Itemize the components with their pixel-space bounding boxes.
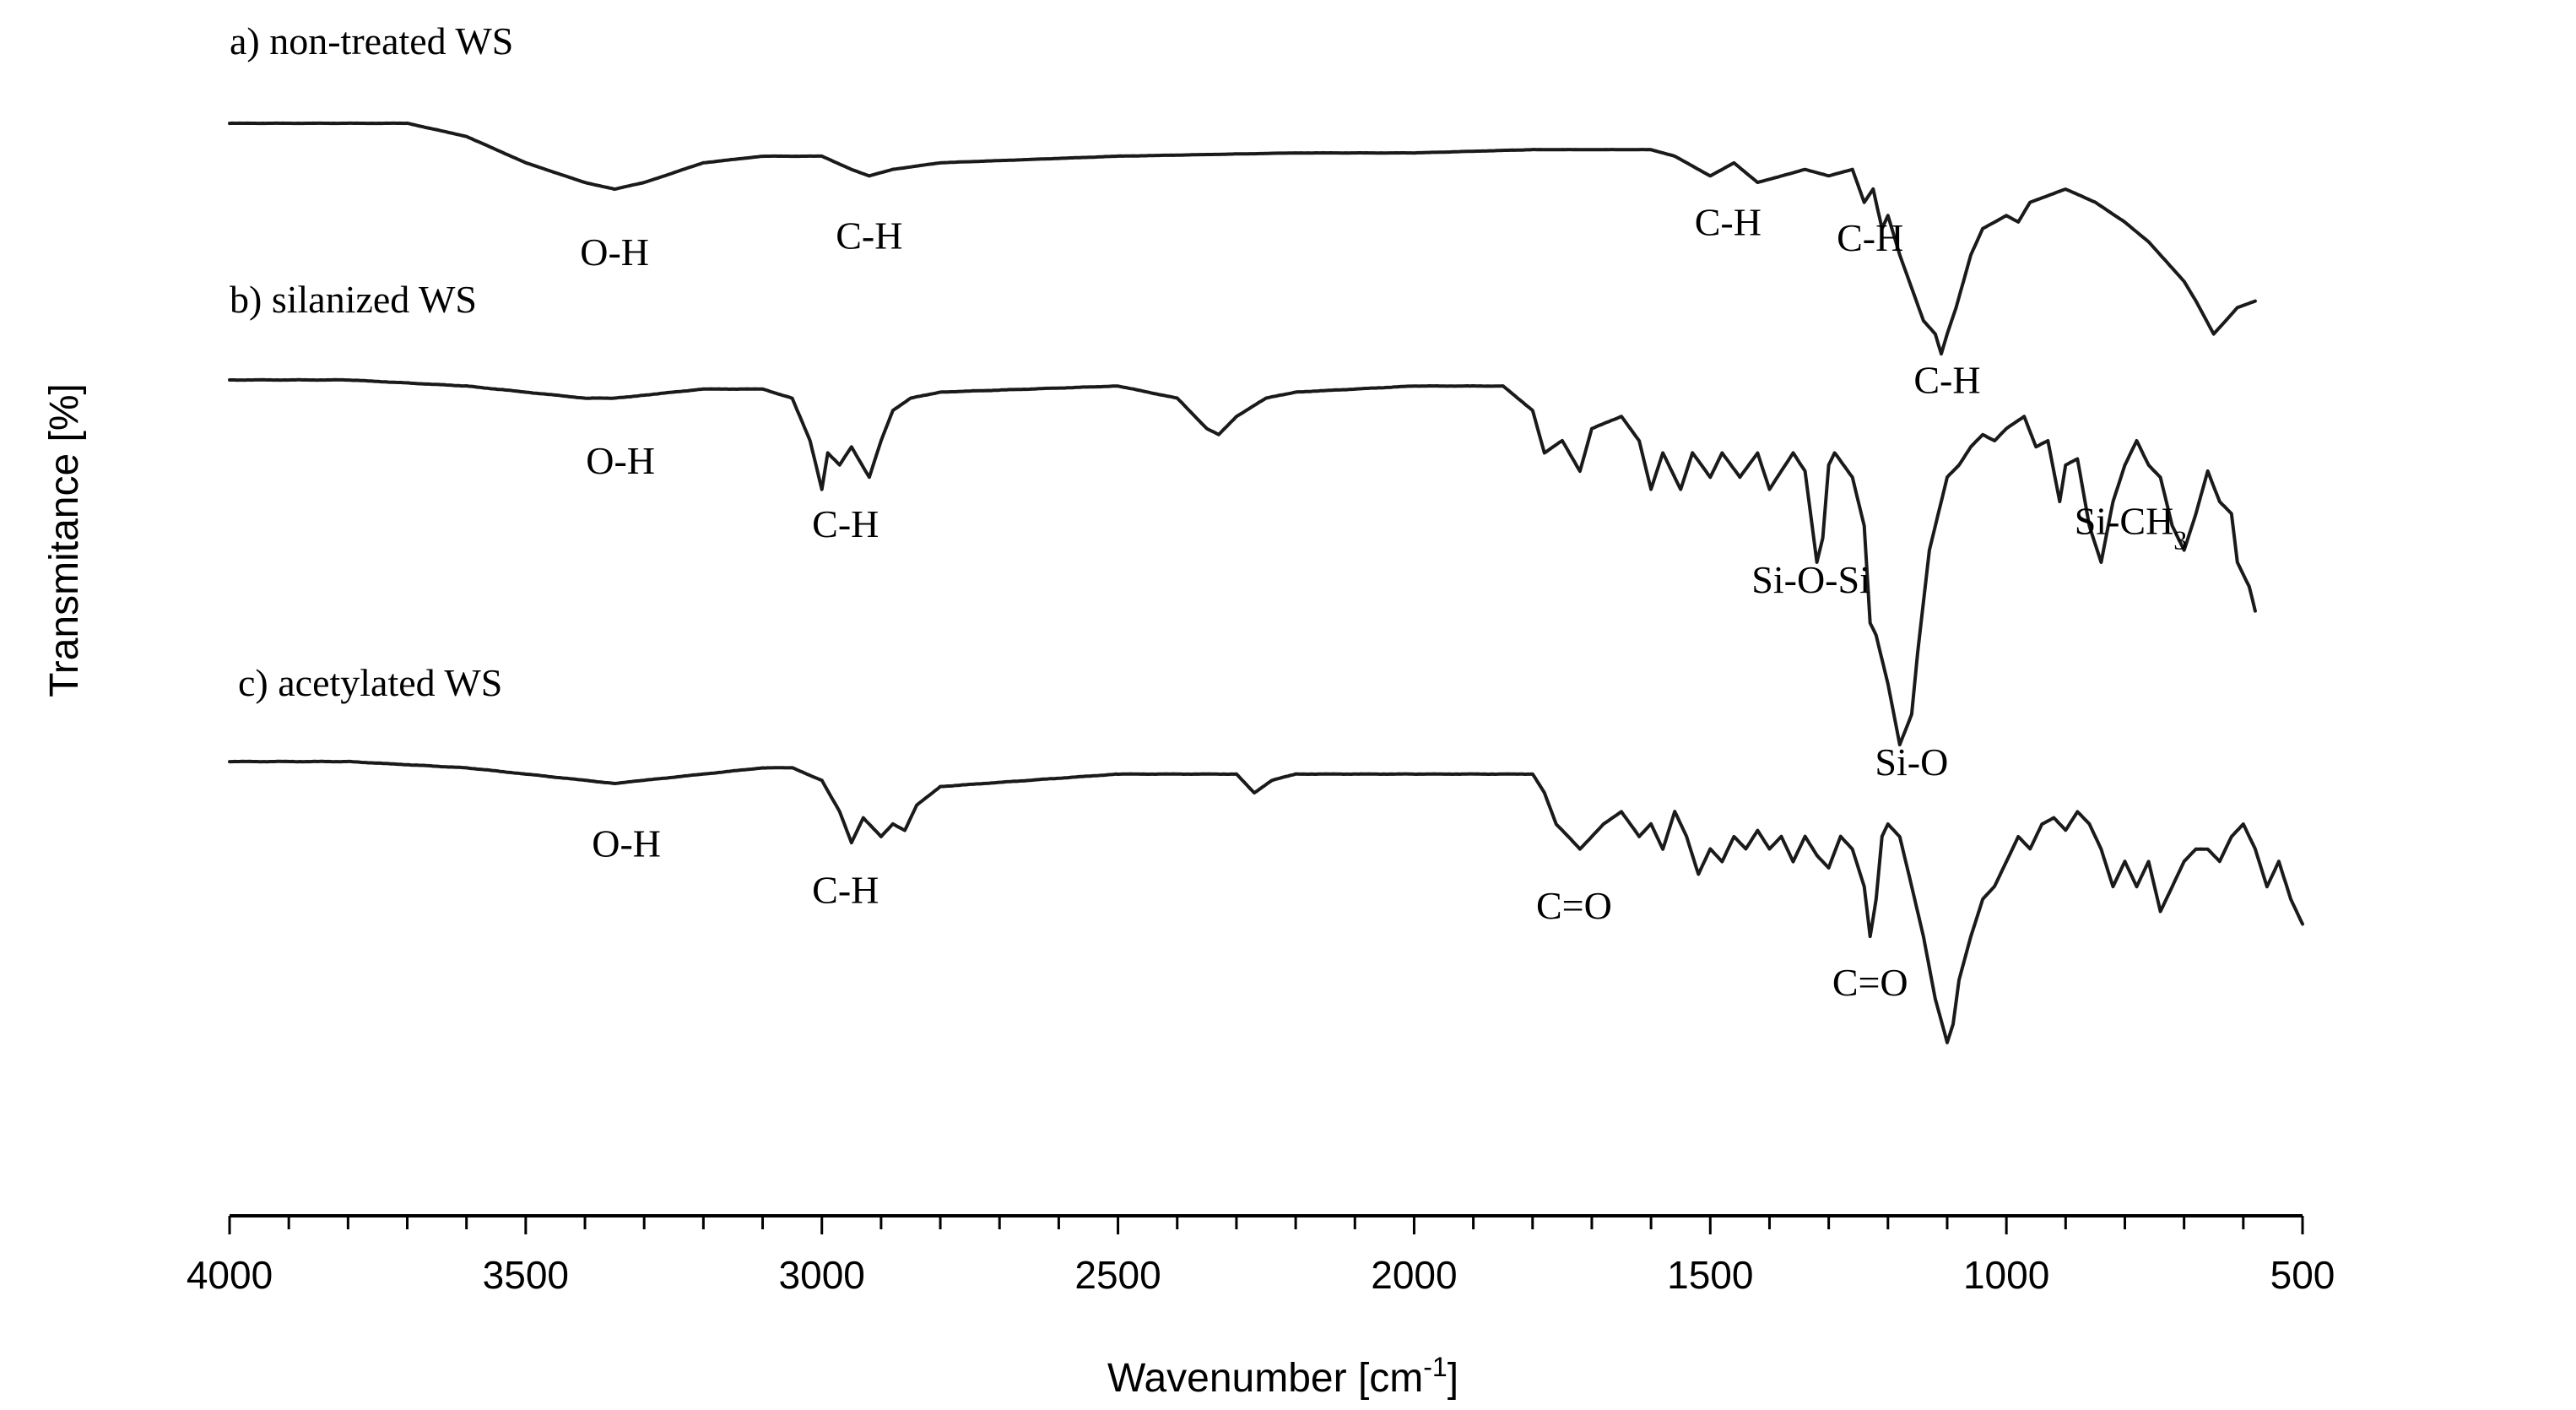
peak-annotation: C-H bbox=[812, 502, 879, 545]
peak-annotation: C-H bbox=[1837, 216, 1903, 259]
x-axis: 4000 3500 3000 2500 2000 1500 1000 500 bbox=[187, 1214, 2335, 1297]
peak-annotation: C=O bbox=[1832, 961, 1908, 1004]
x-tick-label: 500 bbox=[2270, 1253, 2335, 1297]
peak-annotation: C-H bbox=[836, 214, 902, 257]
x-axis-title: Wavenumber [cm-1] bbox=[1107, 1352, 1458, 1401]
peak-annotation: C=O bbox=[1536, 884, 1612, 927]
peak-annotation: C-H bbox=[1913, 359, 1980, 402]
x-tick-label: 2000 bbox=[1371, 1253, 1457, 1297]
x-axis-title-end: ] bbox=[1448, 1356, 1458, 1401]
peak-annotation: O-H bbox=[580, 230, 649, 274]
peak-annotations: O-H C-H C-H C-H C-H O-H C-H Si-O-Si Si-O Si-CH3 O-… bbox=[580, 201, 2187, 1004]
series-label-3: c) acetylated WS bbox=[238, 661, 502, 704]
peak-annotation: C-H bbox=[1695, 201, 1762, 244]
peak-annotation: C-H bbox=[812, 869, 879, 912]
peak-annotation: Si-O-Si bbox=[1751, 558, 1870, 601]
x-tick-label: 3500 bbox=[483, 1253, 569, 1297]
x-tick-label: 1000 bbox=[1963, 1253, 2049, 1297]
series-labels: a) non-treated WS b) silanized WS c) acety… bbox=[230, 19, 513, 704]
spectrum-line-2 bbox=[228, 377, 2257, 746]
x-tick-label: 3000 bbox=[779, 1253, 865, 1297]
peak-annotation: Si-CH3 bbox=[2075, 499, 2188, 555]
series-lines bbox=[228, 121, 2304, 1044]
spectrum-line-3 bbox=[228, 759, 2304, 1044]
x-tick-label: 4000 bbox=[187, 1253, 273, 1297]
series-label-1: a) non-treated WS bbox=[230, 19, 513, 62]
y-axis-title: Transmitance [%] bbox=[42, 383, 87, 697]
spectrum-line-1 bbox=[228, 121, 2257, 356]
series-label-2: b) silanized WS bbox=[230, 278, 477, 321]
x-tick-label: 1500 bbox=[1667, 1253, 1753, 1297]
x-tick-label: 2500 bbox=[1074, 1253, 1161, 1297]
x-axis-title-sup: -1 bbox=[1423, 1352, 1447, 1382]
peak-annotation: O-H bbox=[586, 439, 655, 482]
x-axis-title-main: Wavenumber [cm bbox=[1107, 1356, 1423, 1401]
peak-annotation: Si-O bbox=[1875, 740, 1948, 784]
peak-annotation: O-H bbox=[592, 822, 661, 865]
